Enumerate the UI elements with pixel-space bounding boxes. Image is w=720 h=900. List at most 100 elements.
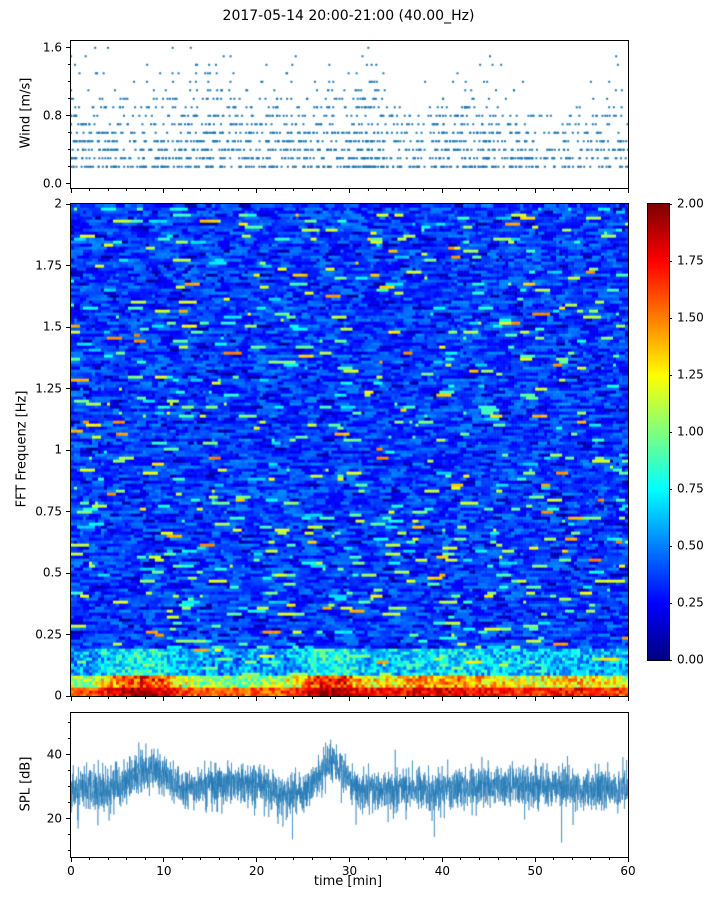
spec-xtick-minor-mark bbox=[274, 697, 276, 699]
spl-xtick-label: 10 bbox=[156, 864, 172, 878]
spl-xtick-minor-mark bbox=[553, 858, 555, 860]
wind-ytick-label: 0.8 bbox=[42, 108, 62, 123]
spl-xtick-label: 30 bbox=[341, 864, 358, 878]
spec-xtick-minor-mark bbox=[181, 697, 183, 699]
cbar-tick-label: 0.75 bbox=[677, 481, 704, 496]
wind-xtick-minor-mark bbox=[200, 189, 202, 191]
wind-xtick-minor-mark bbox=[181, 189, 183, 191]
wind-ytick-label: 0.0 bbox=[42, 176, 62, 191]
wind-scatter-plot: 0.0 0.8 1.6 bbox=[43, 40, 629, 193]
cbar-tick-label: 1.00 bbox=[677, 424, 704, 439]
spec-xtick-minor-mark bbox=[571, 697, 573, 699]
spl-ytick-minor-mark bbox=[68, 770, 70, 772]
spl-xtick-minor-mark bbox=[460, 858, 462, 860]
spec-xtick-minor-mark bbox=[423, 697, 425, 699]
spl-xtick-minor-mark bbox=[571, 858, 573, 860]
spl-xtick-minor-mark bbox=[293, 858, 295, 860]
spl-xtick-minor-mark bbox=[237, 858, 239, 860]
spec-ytick-label: 1.25 bbox=[35, 381, 62, 396]
wind-ytick-minor-mark bbox=[68, 98, 70, 100]
wind-ytick-mark bbox=[66, 183, 70, 185]
wind-xtick-minor-mark bbox=[330, 189, 332, 191]
spl-xtick-mark bbox=[256, 858, 258, 862]
spec-ytick-mark bbox=[66, 326, 70, 328]
spl-xtick-minor-mark bbox=[497, 858, 499, 860]
wind-xtick-mark bbox=[349, 189, 350, 193]
spl-xtick-label: 50 bbox=[527, 864, 543, 878]
spec-xtick-minor-mark bbox=[200, 697, 202, 699]
cbar-tick-mark bbox=[669, 317, 672, 319]
spl-ytick-minor-mark bbox=[68, 802, 70, 804]
wind-xtick-minor-mark bbox=[460, 189, 462, 191]
spec-xtick-mark bbox=[627, 697, 629, 701]
wind-xtick-minor-mark bbox=[237, 189, 239, 191]
spl-xtick-mark bbox=[349, 858, 350, 862]
wind-xtick-minor-mark bbox=[404, 189, 406, 191]
wind-ytick-mark bbox=[66, 47, 70, 49]
spec-xtick-minor-mark bbox=[404, 697, 406, 699]
wind-ytick-minor-mark bbox=[68, 149, 70, 151]
spl-xtick-minor-mark bbox=[274, 858, 276, 860]
spec-ytick-mark bbox=[66, 388, 70, 389]
spl-ytick-minor-mark bbox=[68, 850, 70, 852]
wind-xtick-minor-mark bbox=[571, 189, 573, 191]
spl-xtick-label: 0 bbox=[67, 864, 75, 878]
wind-xtick-minor-mark bbox=[590, 189, 592, 191]
spl-xtick-minor-mark bbox=[404, 858, 406, 860]
wind-xtick-minor-mark bbox=[144, 189, 146, 191]
spl-ytick-label: 20 bbox=[46, 811, 62, 826]
wind-xtick-minor-mark bbox=[497, 189, 499, 191]
wind-ytick-label: 1.6 bbox=[42, 40, 62, 55]
spl-xtick-label: 20 bbox=[249, 864, 265, 878]
cbar-tick-label: 1.25 bbox=[677, 367, 704, 382]
cbar-tick-mark bbox=[669, 431, 672, 433]
cbar-tick-label: 0.00 bbox=[677, 652, 704, 667]
wind-ylabel: Wind [m/s] bbox=[18, 77, 34, 149]
x-axis-label: time [min] bbox=[313, 874, 383, 889]
wind-ytick-minor-mark bbox=[68, 166, 70, 168]
spec-xtick-minor-mark bbox=[89, 697, 91, 699]
wind-xtick-minor-mark bbox=[608, 189, 610, 191]
spec-xtick-mark bbox=[163, 697, 165, 701]
spl-ytick-minor-mark bbox=[68, 834, 70, 836]
cbar-tick-mark bbox=[669, 374, 672, 376]
spl-ytick-label: 40 bbox=[46, 747, 62, 762]
wind-xtick-mark bbox=[70, 189, 72, 193]
spl-xtick-minor-mark bbox=[107, 858, 109, 860]
spec-xtick-minor-mark bbox=[386, 697, 388, 699]
wind-xtick-mark bbox=[534, 189, 536, 193]
spl-ytick-minor-mark bbox=[68, 722, 70, 724]
spec-ytick-label: 0.5 bbox=[42, 565, 62, 580]
spec-ytick-label: 1.5 bbox=[42, 319, 62, 334]
spec-ytick-label: 1 bbox=[54, 442, 62, 457]
spec-xtick-mark bbox=[534, 697, 536, 701]
spec-xtick-mark bbox=[441, 697, 443, 701]
wind-xtick-minor-mark bbox=[516, 189, 518, 191]
spl-ytick-minor-mark bbox=[68, 786, 70, 788]
spectrogram-plot: 0 0.25 0.5 0.75 1 1.25 1.5 1.75 2 bbox=[35, 197, 629, 703]
spec-xtick-minor-mark bbox=[608, 697, 610, 699]
cbar-tick-label: 2.00 bbox=[677, 196, 704, 211]
spl-xtick-mark bbox=[163, 858, 165, 862]
wind-xtick-minor-mark bbox=[126, 189, 128, 191]
wind-ytick-minor-mark bbox=[68, 132, 70, 134]
spl-xtick-minor-mark bbox=[478, 858, 480, 860]
spl-ytick-minor-mark bbox=[68, 738, 70, 740]
wind-xtick-minor-mark bbox=[311, 189, 313, 191]
spl-xtick-minor-mark bbox=[330, 858, 332, 860]
spl-xtick-minor-mark bbox=[89, 858, 91, 860]
spec-xtick-minor-mark bbox=[590, 697, 592, 699]
spec-ytick-label: 1.75 bbox=[35, 258, 62, 273]
spl-ytick-mark bbox=[66, 754, 70, 756]
spl-line-canvas bbox=[71, 713, 628, 857]
spec-ytick-mark bbox=[66, 265, 70, 266]
spec-xtick-minor-mark bbox=[330, 697, 332, 699]
spl-xtick-minor-mark bbox=[367, 858, 369, 860]
wind-xtick-minor-mark bbox=[423, 189, 425, 191]
spec-xtick-minor-mark bbox=[293, 697, 295, 699]
cbar-tick-label: 0.25 bbox=[677, 595, 704, 610]
spec-ytick-mark bbox=[66, 572, 70, 574]
spec-ytick-label: 2 bbox=[54, 196, 62, 211]
spec-xtick-minor-mark bbox=[219, 697, 221, 699]
spl-xtick-minor-mark bbox=[181, 858, 183, 860]
